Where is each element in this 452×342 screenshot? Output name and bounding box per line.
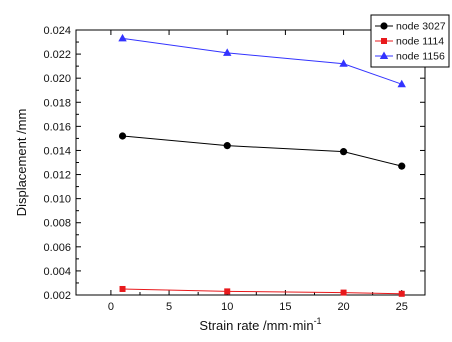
y-axis-ticks: 0.002 0.004 0.006 0.008 0.010 0.012 0.014 0.016… — [43, 25, 425, 302]
x-tick-label: 25 — [396, 301, 408, 313]
x-axis-ticks: 0 5 10 15 20 25 — [108, 30, 408, 313]
series-2 — [118, 33, 406, 88]
data-point — [119, 285, 126, 292]
data-point — [339, 148, 348, 156]
plot-frame — [75, 29, 426, 296]
data-point — [224, 288, 231, 295]
y-tick-label: 0.002 — [43, 290, 71, 302]
data-point — [118, 33, 127, 42]
y-tick-label: 0.018 — [43, 97, 71, 109]
x-axis-title-superscript: -1 — [314, 316, 322, 326]
x-tick-label: 5 — [166, 301, 172, 313]
data-point — [398, 290, 405, 297]
legend: node 3027 node 1114 node 1156 — [370, 14, 450, 68]
y-tick-label: 0.006 — [43, 242, 71, 254]
data-point — [397, 79, 406, 88]
series-line — [122, 37, 402, 85]
series-line — [122, 135, 402, 167]
y-tick-label: 0.020 — [43, 73, 71, 85]
y-tick-label: 0.022 — [43, 49, 71, 61]
legend-marker — [380, 22, 388, 30]
y-tick-label: 0.016 — [43, 121, 71, 133]
legend-marker — [379, 51, 389, 59]
y-tick-label: 0.014 — [43, 145, 71, 157]
data-point — [223, 142, 231, 150]
data-point — [118, 132, 127, 140]
x-axis-title: Strain rate /mm·min-1 — [199, 316, 321, 333]
legend-label: node 1114 — [396, 36, 444, 48]
legend-label: node 1156 — [396, 51, 445, 63]
y-tick-label: 0.024 — [43, 25, 71, 37]
y-tick-label: 0.012 — [43, 170, 71, 182]
x-tick-label: 20 — [337, 301, 349, 313]
x-tick-label: 10 — [221, 301, 233, 313]
data-point — [398, 162, 406, 170]
plot-border — [75, 29, 426, 296]
data-point — [223, 48, 232, 56]
y-tick-label: 0.010 — [43, 194, 71, 206]
series-0 — [118, 132, 406, 170]
series-1 — [119, 285, 405, 297]
series-line — [122, 288, 402, 295]
y-tick-label: 0.008 — [43, 218, 71, 230]
legend-label: node 3027 — [396, 21, 446, 33]
x-tick-label: 15 — [279, 301, 291, 313]
y-axis-title: Displacement /mm — [14, 109, 29, 217]
x-tick-label: 0 — [108, 301, 114, 313]
series-layer — [118, 33, 406, 297]
data-point — [339, 59, 348, 67]
x-axis-title-main: Strain rate /mm·min — [199, 318, 313, 333]
legend-marker — [381, 38, 387, 44]
data-point — [340, 289, 347, 296]
y-tick-label: 0.004 — [43, 266, 71, 278]
